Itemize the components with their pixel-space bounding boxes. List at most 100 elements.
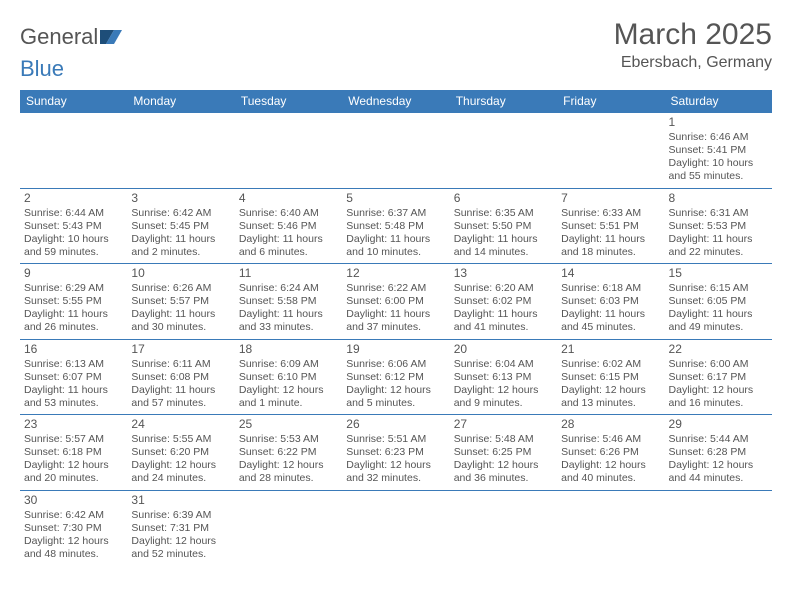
sunset-text: Sunset: 5:50 PM	[454, 220, 553, 233]
sunset-text: Sunset: 6:13 PM	[454, 371, 553, 384]
calendar-week-row: 30Sunrise: 6:42 AMSunset: 7:30 PMDayligh…	[20, 490, 772, 565]
sunset-text: Sunset: 6:03 PM	[561, 295, 660, 308]
daylight-text: Daylight: 12 hours and 13 minutes.	[561, 384, 660, 410]
day-number: 1	[669, 115, 768, 130]
day-number: 26	[346, 417, 445, 432]
daylight-text: Daylight: 12 hours and 52 minutes.	[131, 535, 230, 561]
daylight-text: Daylight: 11 hours and 18 minutes.	[561, 233, 660, 259]
calendar-body: 1Sunrise: 6:46 AMSunset: 5:41 PMDaylight…	[20, 113, 772, 566]
sunset-text: Sunset: 5:55 PM	[24, 295, 123, 308]
sunrise-text: Sunrise: 5:55 AM	[131, 433, 230, 446]
daylight-text: Daylight: 11 hours and 57 minutes.	[131, 384, 230, 410]
day-number: 17	[131, 342, 230, 357]
calendar-week-row: 23Sunrise: 5:57 AMSunset: 6:18 PMDayligh…	[20, 415, 772, 491]
sunrise-text: Sunrise: 6:29 AM	[24, 282, 123, 295]
sunrise-text: Sunrise: 6:24 AM	[239, 282, 338, 295]
weekday-header: Thursday	[450, 90, 557, 113]
calendar-day-cell	[235, 490, 342, 565]
calendar-day-cell: 30Sunrise: 6:42 AMSunset: 7:30 PMDayligh…	[20, 490, 127, 565]
calendar-day-cell: 29Sunrise: 5:44 AMSunset: 6:28 PMDayligh…	[665, 415, 772, 491]
day-number: 16	[24, 342, 123, 357]
sunset-text: Sunset: 6:10 PM	[239, 371, 338, 384]
calendar-week-row: 2Sunrise: 6:44 AMSunset: 5:43 PMDaylight…	[20, 188, 772, 264]
daylight-text: Daylight: 12 hours and 36 minutes.	[454, 459, 553, 485]
daylight-text: Daylight: 11 hours and 22 minutes.	[669, 233, 768, 259]
daylight-text: Daylight: 11 hours and 49 minutes.	[669, 308, 768, 334]
daylight-text: Daylight: 12 hours and 20 minutes.	[24, 459, 123, 485]
calendar-day-cell: 17Sunrise: 6:11 AMSunset: 6:08 PMDayligh…	[127, 339, 234, 415]
daylight-text: Daylight: 12 hours and 1 minute.	[239, 384, 338, 410]
sunset-text: Sunset: 6:26 PM	[561, 446, 660, 459]
calendar-day-cell: 7Sunrise: 6:33 AMSunset: 5:51 PMDaylight…	[557, 188, 664, 264]
weekday-header: Monday	[127, 90, 234, 113]
daylight-text: Daylight: 11 hours and 2 minutes.	[131, 233, 230, 259]
sunset-text: Sunset: 5:58 PM	[239, 295, 338, 308]
sunset-text: Sunset: 6:15 PM	[561, 371, 660, 384]
sunrise-text: Sunrise: 5:51 AM	[346, 433, 445, 446]
logo-word2: Blue	[20, 56, 64, 81]
calendar-day-cell: 18Sunrise: 6:09 AMSunset: 6:10 PMDayligh…	[235, 339, 342, 415]
calendar-day-cell	[127, 113, 234, 189]
logo-word1: General	[20, 24, 98, 49]
day-number: 30	[24, 493, 123, 508]
daylight-text: Daylight: 12 hours and 48 minutes.	[24, 535, 123, 561]
sunset-text: Sunset: 6:18 PM	[24, 446, 123, 459]
day-number: 8	[669, 191, 768, 206]
sunset-text: Sunset: 5:51 PM	[561, 220, 660, 233]
sunrise-text: Sunrise: 6:33 AM	[561, 207, 660, 220]
sunrise-text: Sunrise: 6:22 AM	[346, 282, 445, 295]
weekday-header-row: Sunday Monday Tuesday Wednesday Thursday…	[20, 90, 772, 113]
sunset-text: Sunset: 6:23 PM	[346, 446, 445, 459]
sunrise-text: Sunrise: 5:44 AM	[669, 433, 768, 446]
calendar-day-cell: 16Sunrise: 6:13 AMSunset: 6:07 PMDayligh…	[20, 339, 127, 415]
daylight-text: Daylight: 11 hours and 10 minutes.	[346, 233, 445, 259]
page-title: March 2025	[614, 18, 772, 52]
calendar-day-cell: 15Sunrise: 6:15 AMSunset: 6:05 PMDayligh…	[665, 264, 772, 340]
sunrise-text: Sunrise: 6:40 AM	[239, 207, 338, 220]
daylight-text: Daylight: 11 hours and 37 minutes.	[346, 308, 445, 334]
calendar-day-cell: 1Sunrise: 6:46 AMSunset: 5:41 PMDaylight…	[665, 113, 772, 189]
calendar-week-row: 16Sunrise: 6:13 AMSunset: 6:07 PMDayligh…	[20, 339, 772, 415]
sunset-text: Sunset: 6:20 PM	[131, 446, 230, 459]
weekday-header: Sunday	[20, 90, 127, 113]
daylight-text: Daylight: 11 hours and 45 minutes.	[561, 308, 660, 334]
sunrise-text: Sunrise: 6:11 AM	[131, 358, 230, 371]
sunrise-text: Sunrise: 5:53 AM	[239, 433, 338, 446]
weekday-header: Saturday	[665, 90, 772, 113]
sunset-text: Sunset: 7:30 PM	[24, 522, 123, 535]
daylight-text: Daylight: 12 hours and 32 minutes.	[346, 459, 445, 485]
calendar-day-cell: 12Sunrise: 6:22 AMSunset: 6:00 PMDayligh…	[342, 264, 449, 340]
calendar-day-cell: 2Sunrise: 6:44 AMSunset: 5:43 PMDaylight…	[20, 188, 127, 264]
calendar-day-cell: 5Sunrise: 6:37 AMSunset: 5:48 PMDaylight…	[342, 188, 449, 264]
weekday-header: Friday	[557, 90, 664, 113]
sunrise-text: Sunrise: 6:15 AM	[669, 282, 768, 295]
sunrise-text: Sunrise: 6:42 AM	[24, 509, 123, 522]
sunset-text: Sunset: 5:48 PM	[346, 220, 445, 233]
day-number: 5	[346, 191, 445, 206]
calendar-day-cell: 25Sunrise: 5:53 AMSunset: 6:22 PMDayligh…	[235, 415, 342, 491]
sunrise-text: Sunrise: 6:04 AM	[454, 358, 553, 371]
sunset-text: Sunset: 5:53 PM	[669, 220, 768, 233]
calendar-day-cell: 22Sunrise: 6:00 AMSunset: 6:17 PMDayligh…	[665, 339, 772, 415]
sunset-text: Sunset: 6:25 PM	[454, 446, 553, 459]
sunset-text: Sunset: 5:43 PM	[24, 220, 123, 233]
calendar-day-cell: 11Sunrise: 6:24 AMSunset: 5:58 PMDayligh…	[235, 264, 342, 340]
day-number: 12	[346, 266, 445, 281]
calendar-day-cell: 13Sunrise: 6:20 AMSunset: 6:02 PMDayligh…	[450, 264, 557, 340]
calendar-table: Sunday Monday Tuesday Wednesday Thursday…	[20, 90, 772, 565]
sunrise-text: Sunrise: 6:31 AM	[669, 207, 768, 220]
daylight-text: Daylight: 11 hours and 14 minutes.	[454, 233, 553, 259]
sunset-text: Sunset: 5:46 PM	[239, 220, 338, 233]
sunrise-text: Sunrise: 6:35 AM	[454, 207, 553, 220]
sunset-text: Sunset: 6:17 PM	[669, 371, 768, 384]
day-number: 29	[669, 417, 768, 432]
daylight-text: Daylight: 11 hours and 53 minutes.	[24, 384, 123, 410]
calendar-day-cell	[235, 113, 342, 189]
daylight-text: Daylight: 11 hours and 6 minutes.	[239, 233, 338, 259]
calendar-day-cell	[342, 113, 449, 189]
calendar-day-cell: 23Sunrise: 5:57 AMSunset: 6:18 PMDayligh…	[20, 415, 127, 491]
sunrise-text: Sunrise: 6:02 AM	[561, 358, 660, 371]
calendar-day-cell: 21Sunrise: 6:02 AMSunset: 6:15 PMDayligh…	[557, 339, 664, 415]
sunrise-text: Sunrise: 6:06 AM	[346, 358, 445, 371]
day-number: 18	[239, 342, 338, 357]
